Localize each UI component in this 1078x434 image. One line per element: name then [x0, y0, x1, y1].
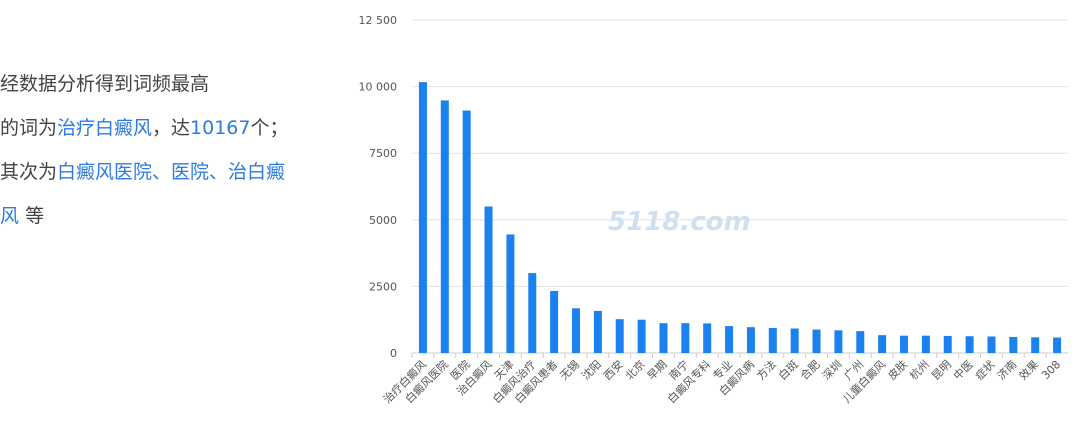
top-count-highlight: 10167 [190, 117, 251, 139]
x-tick-label: 方法 [753, 357, 778, 382]
bar [440, 100, 449, 354]
bar [681, 323, 690, 353]
y-tick-label: 5000 [369, 214, 397, 227]
summary-line-4-suffix: 等 [25, 205, 45, 227]
bar [812, 329, 821, 353]
bar [921, 335, 930, 353]
watermark-5118: 5118.com [608, 207, 751, 237]
x-tick-label: 皮肤 [885, 357, 910, 382]
x-tick-label: 儿童白癜风 [839, 357, 888, 406]
second-words-tail: 风 [0, 205, 20, 227]
bar [900, 335, 908, 353]
bar [746, 327, 755, 353]
x-tick-label: 中医 [951, 358, 976, 383]
word-frequency-chart: 0 2500 5000 7500 10 000 12 500 5118.com 治疗白癜风… [359, 14, 1068, 406]
bar [987, 336, 996, 353]
bar [528, 273, 537, 353]
bar [637, 319, 646, 353]
bar [768, 327, 777, 353]
x-tick-label: 无锡 [557, 357, 582, 382]
bar [462, 110, 471, 354]
x-axis: 治疗白癜风白癜风医院医院治白癜风天津白癜风治疗白癜风患者无锡沈阳西安北京早期南宁… [380, 353, 1063, 406]
bars [418, 82, 1062, 354]
x-tick-label: 308 [1039, 358, 1063, 382]
second-words-highlight: 白癜风医院、医院、治白癜 [57, 161, 286, 183]
bar [418, 82, 427, 353]
x-tick-label: 杭州 [907, 357, 932, 382]
bar [790, 328, 799, 353]
summary-line-1-text: 经数据分析得到词频最高 [0, 73, 210, 95]
summary-line-1: 经数据分析得到词频最高 [0, 62, 350, 106]
bar [878, 335, 887, 353]
bar [550, 290, 559, 353]
bar [725, 326, 734, 353]
bar [965, 336, 974, 353]
x-tick-label: 白癜风专科 [665, 357, 714, 406]
y-tick-label: 10 000 [359, 81, 398, 94]
x-tick-label: 西安 [600, 357, 625, 382]
x-tick-label: 效果 [1016, 357, 1041, 382]
bar [1053, 337, 1062, 353]
summary-prefix: 的词为 [0, 117, 58, 139]
y-axis: 0 2500 5000 7500 10 000 12 500 [359, 14, 398, 360]
summary-line-3-prefix: 其次为 [0, 161, 58, 183]
bar [834, 330, 843, 353]
x-tick-label: 北京 [622, 357, 647, 382]
x-tick-label: 白斑 [775, 357, 800, 382]
bar [484, 206, 493, 353]
bar [1009, 337, 1018, 353]
bar [615, 319, 624, 353]
y-tick-label: 12 500 [359, 14, 398, 27]
summary-line-2: 的词为治疗白癜风，达10167个； [0, 106, 350, 150]
summary-text: 经数据分析得到词频最高 的词为治疗白癜风，达10167个； 其次为白癜风医院、医… [0, 62, 350, 238]
y-tick-label: 7500 [369, 147, 397, 160]
bar [1031, 337, 1040, 353]
y-tick-label: 2500 [369, 280, 397, 293]
x-tick-label: 合肥 [797, 357, 822, 382]
x-tick-label: 症状 [972, 357, 997, 382]
x-tick-label: 深圳 [820, 358, 845, 383]
x-tick-label: 济南 [994, 357, 1019, 382]
bar [572, 308, 580, 353]
bar [506, 234, 515, 353]
top-word-highlight: 治疗白癜风 [57, 117, 153, 139]
bar [593, 310, 602, 353]
summary-mid: ，达 [152, 117, 191, 139]
summary-line-4: 风 等 [0, 194, 350, 238]
y-tick-label: 0 [390, 347, 397, 360]
x-tick-label: 沈阳 [579, 357, 604, 382]
x-tick-label: 早期 [645, 358, 670, 383]
summary-line-3: 其次为白癜风医院、医院、治白癜 [0, 150, 350, 194]
bar [703, 323, 712, 353]
bar [856, 331, 865, 353]
x-tick-label: 昆明 [929, 358, 954, 383]
bar [943, 335, 952, 353]
summary-suffix: 个； [250, 117, 289, 139]
bar [659, 323, 668, 353]
